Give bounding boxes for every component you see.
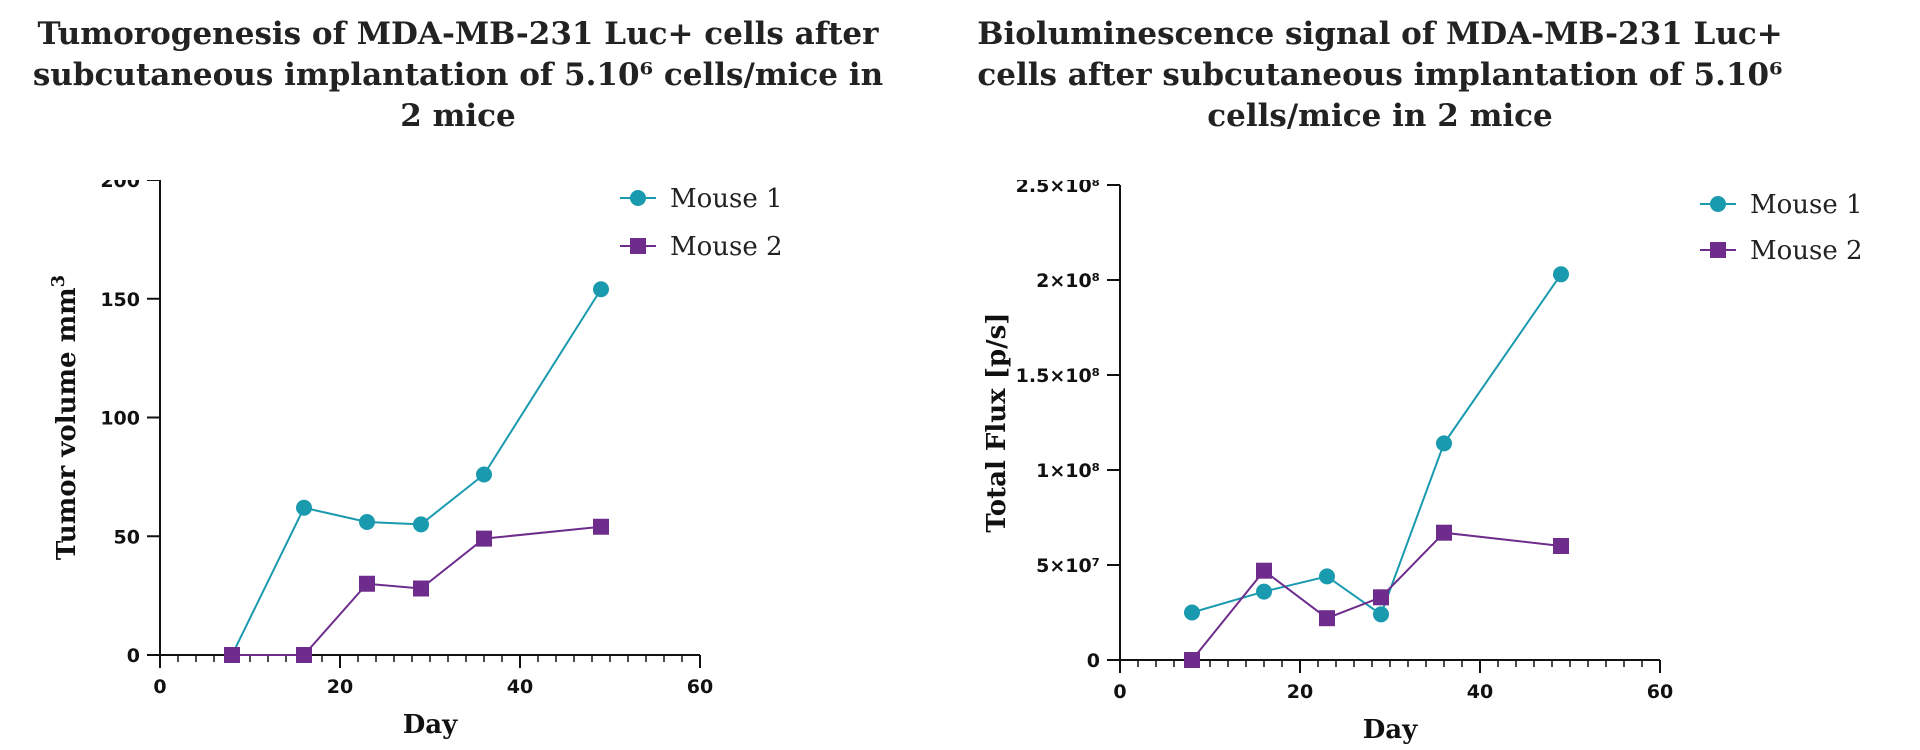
legend-marker-1 <box>630 190 646 206</box>
series-2-point <box>1373 589 1389 606</box>
x-tick-label: 20 <box>327 676 353 698</box>
bioluminescence-chart: 0 20 40 60 0 5×10⁷ 1×10⁸ 1.5×10⁸ 2×10⁸ 2.5×10⁸ Day… <box>982 180 1863 745</box>
x-tick-label: 40 <box>1467 681 1493 703</box>
y-tick-label: 5×10⁷ <box>1036 555 1100 577</box>
chart-title-bioluminescence: Bioluminescence signal of MDA-MB-231 Luc… <box>977 16 1783 134</box>
series-2-point <box>1184 652 1200 668</box>
y-tick-label: 200 <box>100 180 140 192</box>
legend-label-1: Mouse 1 <box>670 184 783 214</box>
series-1-point <box>1373 606 1389 623</box>
y-tick-label: 0 <box>1087 650 1100 672</box>
y-axis-title: Total Flux [p/s] <box>982 312 1012 532</box>
series-line-2 <box>232 525 602 656</box>
series-2-point <box>1553 538 1569 554</box>
y-tick-label: 50 <box>114 526 140 548</box>
series-2-point <box>224 647 240 663</box>
series-2-point <box>359 575 375 592</box>
x-tick-label: 60 <box>1647 681 1673 703</box>
x-axis-title: Day <box>403 710 458 740</box>
series-2-point <box>413 580 429 597</box>
series-2-point <box>593 518 609 535</box>
x-tick-label: 20 <box>1287 681 1313 703</box>
series-1-point <box>593 281 609 298</box>
x-axis-title: Day <box>1363 715 1418 745</box>
legend-marker-1 <box>1710 196 1726 212</box>
y-axis-title-text: Tumor volume mm <box>52 287 82 560</box>
series-1-point <box>296 499 312 516</box>
tumor-volume-chart: 0 20 40 60 0 50 100 150 200 Day Tumor volume mm3 Mo… <box>48 180 783 740</box>
series-1-point <box>476 466 492 483</box>
series-1-point <box>1553 266 1569 283</box>
y-axis-title: Tumor volume mm3 <box>48 275 82 560</box>
series-2-point <box>1436 524 1452 541</box>
series-line-1 <box>1191 273 1562 616</box>
series-1-point <box>1436 435 1452 452</box>
series-2-point <box>1319 610 1335 627</box>
x-tick-label: 0 <box>1113 681 1126 703</box>
chart-title-tumor-volume: Tumorogenesis of MDA-MB-231 Luc+ cells a… <box>32 16 884 134</box>
y-tick-label: 150 <box>100 289 140 311</box>
series-1-point <box>1319 568 1335 585</box>
y-axis-title-superscript: 3 <box>48 275 69 288</box>
series-2-point <box>476 530 492 547</box>
legend-marker-2 <box>630 238 646 254</box>
series-1-point <box>1256 583 1272 600</box>
legend-label-1: Mouse 1 <box>1750 190 1863 220</box>
series-2-point <box>1256 562 1272 579</box>
series-line-2 <box>1191 531 1562 661</box>
series-line-1 <box>231 288 602 656</box>
series-1-point <box>413 516 429 533</box>
series-2-point <box>296 647 312 663</box>
y-tick-label: 1×10⁸ <box>1036 460 1100 482</box>
legend-label-2: Mouse 2 <box>670 232 783 262</box>
series-1-point <box>1184 604 1200 621</box>
x-tick-label: 60 <box>687 676 713 698</box>
legend-marker-2 <box>1710 242 1726 258</box>
y-tick-label: 2.5×10⁸ <box>1016 180 1100 197</box>
y-axis-title-text: Total Flux [p/s] <box>982 312 1012 532</box>
y-tick-label: 1.5×10⁸ <box>1016 365 1100 387</box>
y-tick-label: 100 <box>100 408 140 430</box>
y-tick-label: 2×10⁸ <box>1036 270 1100 292</box>
x-tick-label: 40 <box>507 676 533 698</box>
x-tick-label: 0 <box>153 676 166 698</box>
y-tick-label: 0 <box>127 645 140 667</box>
legend-label-2: Mouse 2 <box>1750 236 1863 266</box>
series-1-point <box>359 514 375 530</box>
